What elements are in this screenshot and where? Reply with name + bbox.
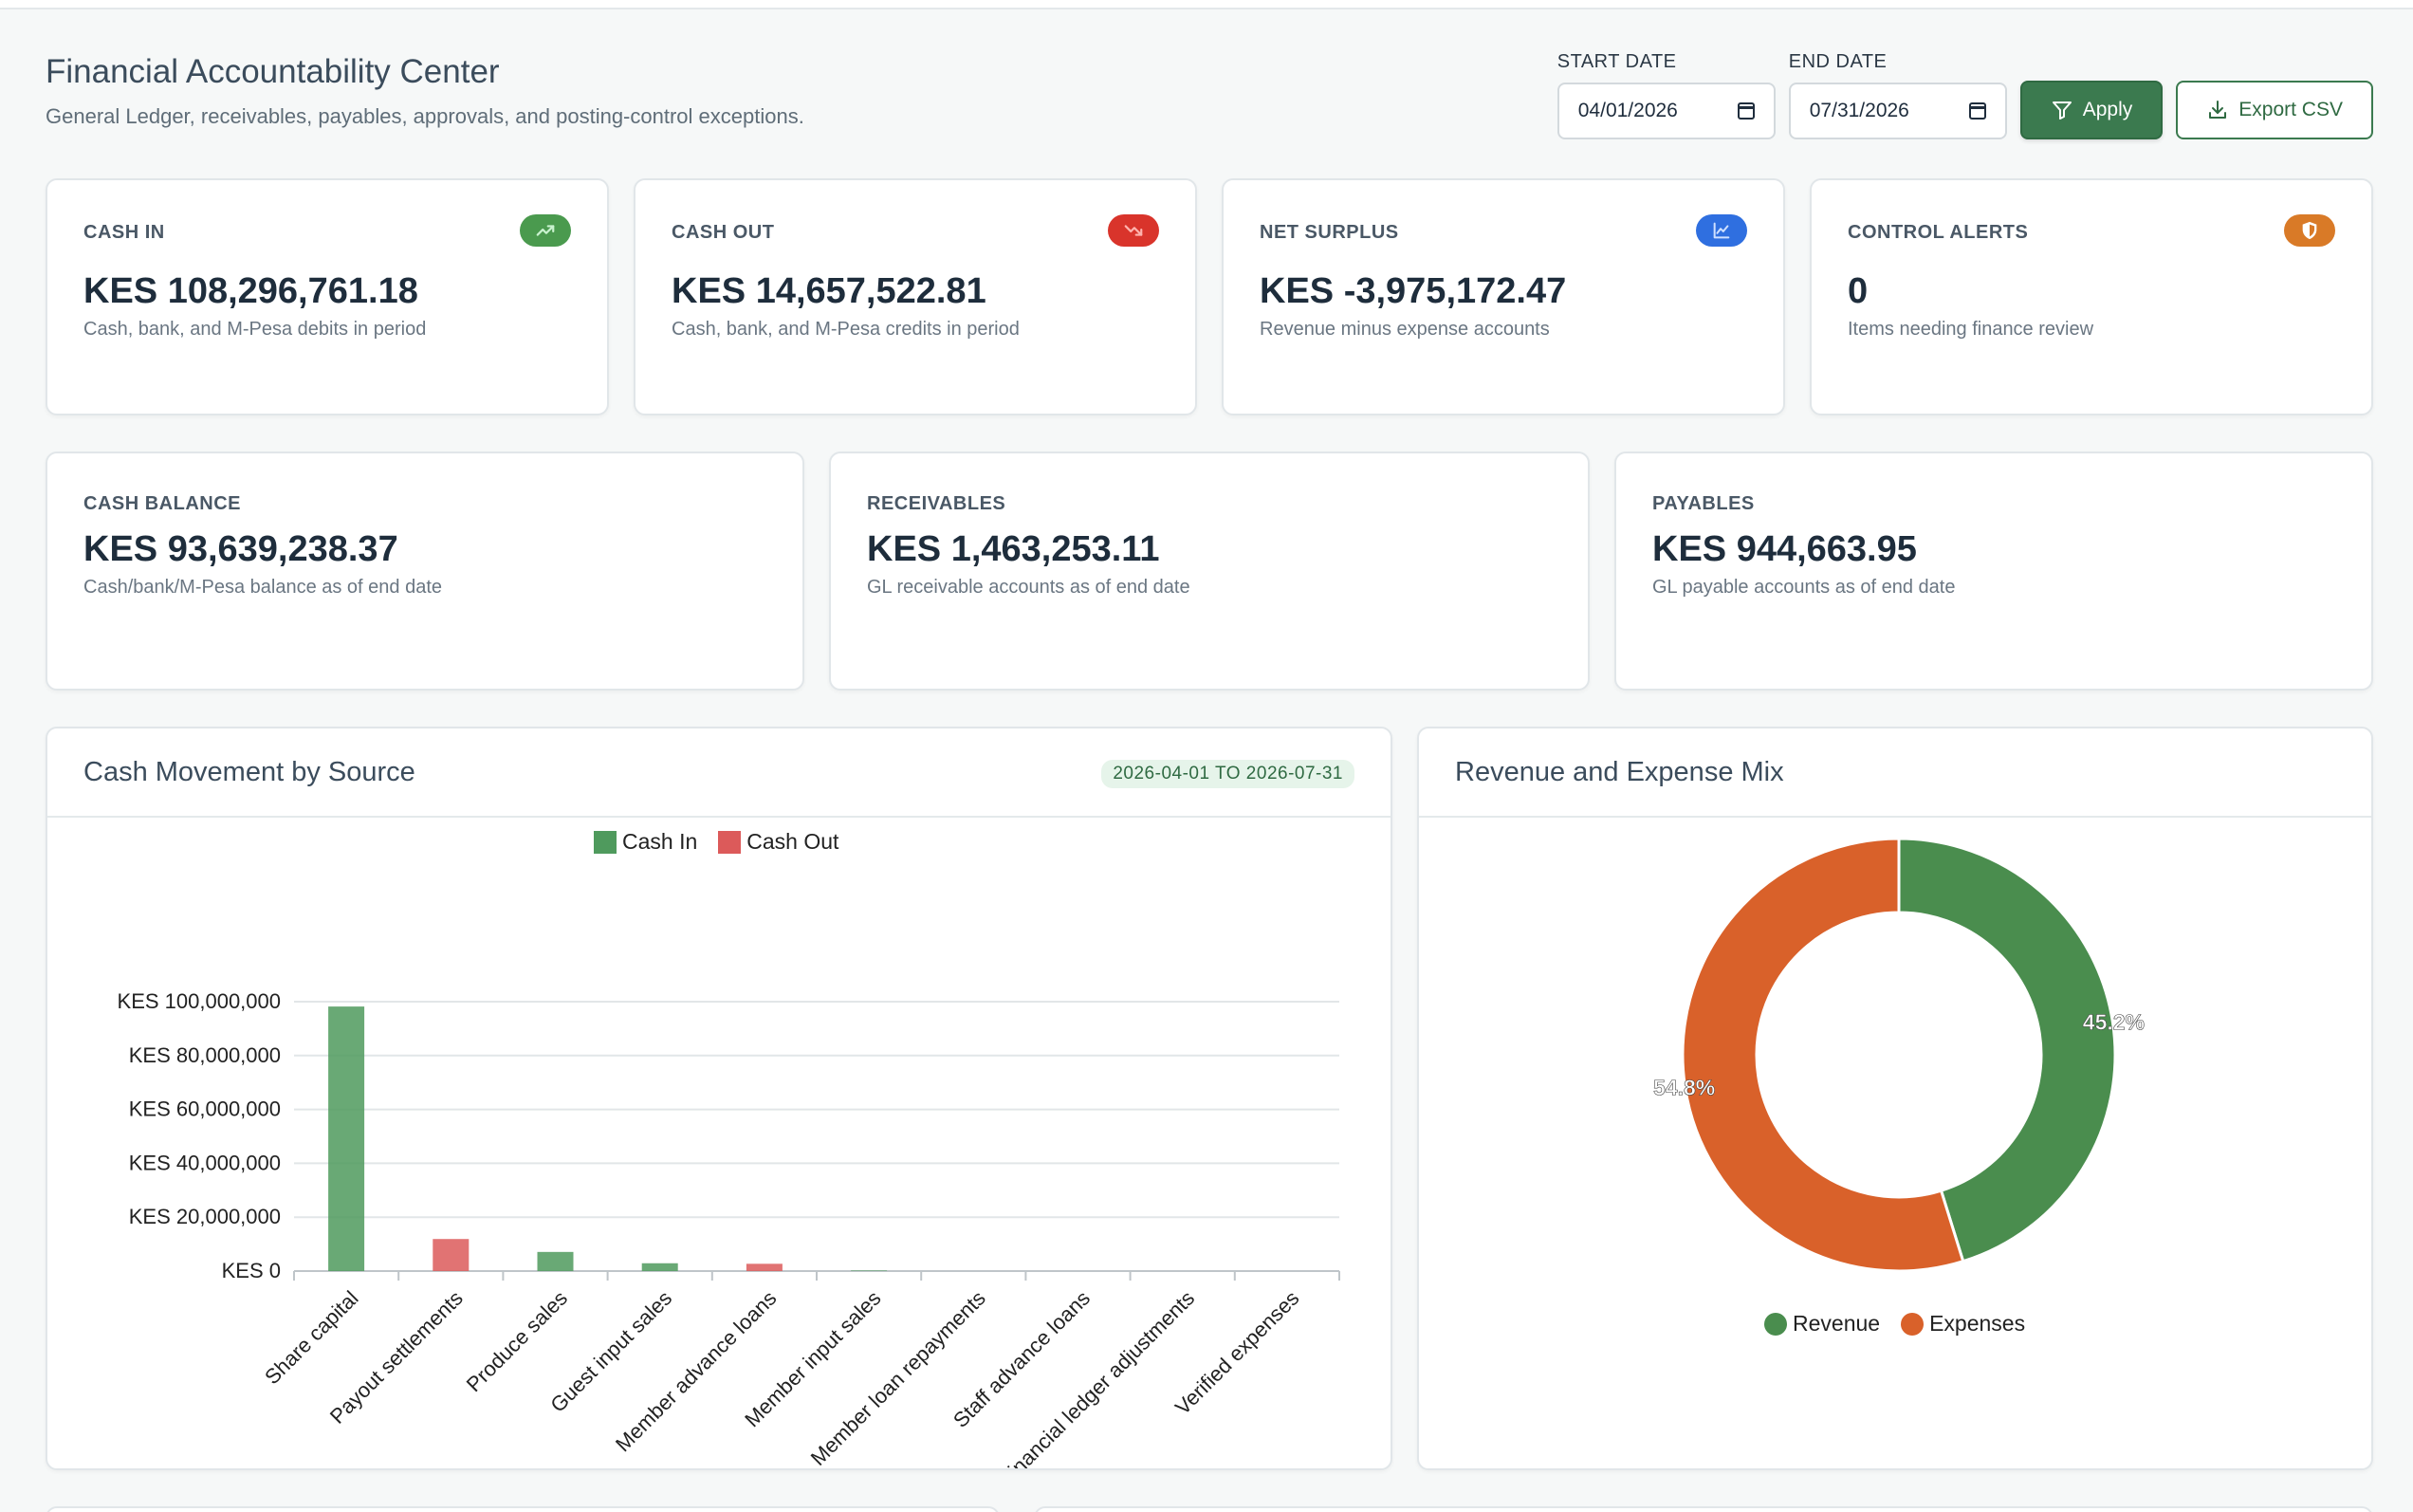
kpi-note: Cash, bank, and M-Pesa debits in period — [83, 319, 427, 340]
balance-card-receivables: RECEIVABLES KES 1,463,253.11 GL receivab… — [829, 452, 1590, 691]
panel-divider — [1419, 816, 2371, 818]
balance-note: GL receivable accounts as of end date — [867, 577, 1190, 598]
legend-swatch — [594, 830, 617, 854]
y-tick-label: KES 80,000,000 — [129, 1043, 281, 1067]
kpi-value: KES 14,657,522.81 — [672, 271, 986, 311]
next-card-edge — [1034, 1506, 2373, 1512]
legend-label: Cash In — [622, 829, 698, 854]
bar-cash-in[interactable] — [328, 1006, 365, 1271]
panel-divider — [47, 816, 1391, 818]
kpi-note: Cash, bank, and M-Pesa credits in period — [672, 319, 1020, 340]
revenue-expense-donut-chart: 45.2% 54.8% — [1653, 837, 2145, 1273]
page-title: Financial Accountability Center — [46, 53, 500, 90]
end-date-field: END DATE 07/31/2026 — [1788, 51, 2007, 139]
legend-label: Revenue — [1793, 1311, 1881, 1336]
shield-icon — [2284, 214, 2335, 247]
legend-item-cash-in[interactable]: Cash In — [594, 829, 697, 855]
top-bar-edge — [0, 0, 2413, 9]
bar-cash-in[interactable] — [641, 1263, 678, 1271]
start-date-field: START DATE 04/01/2026 — [1556, 51, 1776, 139]
cash-movement-panel: Cash Movement by Source 2026-04-01 TO 20… — [46, 727, 1392, 1470]
legend-item-cash-out[interactable]: Cash Out — [718, 829, 838, 855]
slice-percent-label: 54.8% — [1653, 1075, 1715, 1099]
cash-movement-bar-chart: KES 0 KES 20,000,000 KES 40,000,000 KES 60,… — [118, 989, 1340, 1468]
bar-cash-out[interactable] — [433, 1239, 470, 1271]
x-tick-label: Member loan repayments — [806, 1286, 990, 1468]
legend-swatch — [718, 830, 742, 854]
balance-note: Cash/bank/M-Pesa balance as of end date — [83, 577, 443, 598]
kpi-note: Items needing finance review — [1848, 319, 2094, 340]
legend-item-revenue[interactable]: Revenue — [1764, 1311, 1880, 1337]
kpi-value: KES 108,296,761.18 — [83, 271, 418, 311]
calendar-icon[interactable] — [1968, 102, 1986, 120]
end-date-input[interactable]: 07/31/2026 — [1788, 83, 2007, 139]
date-range-badge: 2026-04-01 TO 2026-07-31 — [1101, 760, 1354, 788]
kpi-label: NET SURPLUS — [1260, 222, 1399, 243]
y-tick-label: KES 60,000,000 — [129, 1097, 281, 1121]
end-date-value: 07/31/2026 — [1809, 100, 1909, 121]
kpi-label: CONTROL ALERTS — [1848, 222, 2029, 243]
kpi-card-control-alerts: CONTROL ALERTS 0 Items needing finance r… — [1810, 178, 2373, 415]
start-date-input[interactable]: 04/01/2026 — [1556, 83, 1776, 139]
start-date-value: 04/01/2026 — [1577, 100, 1678, 121]
page-header: Financial Accountability Center General … — [46, 53, 804, 129]
balance-label: PAYABLES — [1652, 493, 1755, 514]
download-icon — [2209, 101, 2227, 119]
kpi-card-net-surplus: NET SURPLUS KES -3,975,172.47 Revenue mi… — [1222, 178, 1785, 415]
kpi-note: Revenue minus expense accounts — [1260, 319, 1550, 340]
balance-value: KES 944,663.95 — [1652, 529, 1917, 569]
x-tick-label: Produce sales — [462, 1286, 572, 1396]
legend-label: Expenses — [1929, 1311, 2026, 1336]
y-tick-label: KES 100,000,000 — [118, 989, 281, 1013]
page-subtitle: General Ledger, receivables, payables, a… — [46, 104, 804, 128]
kpi-label: CASH IN — [83, 222, 165, 243]
revenue-expense-mix-panel: Revenue and Expense Mix 45.2% 54.8% Reven… — [1417, 727, 2373, 1470]
line-chart-icon — [1696, 214, 1747, 247]
balance-value: KES 1,463,253.11 — [867, 529, 1160, 569]
balance-card-cash: CASH BALANCE KES 93,639,238.37 Cash/bank… — [46, 452, 804, 691]
apply-button-label: Apply — [2082, 99, 2133, 120]
donut-slice-revenue[interactable] — [1897, 837, 2117, 1263]
kpi-card-cash-in: CASH IN KES 108,296,761.18 Cash, bank, a… — [46, 178, 609, 415]
legend-item-expenses[interactable]: Expenses — [1901, 1311, 2025, 1337]
slice-percent-label: 45.2% — [2083, 1010, 2145, 1035]
bar-cash-in[interactable] — [851, 1270, 888, 1271]
panel-title: Revenue and Expense Mix — [1455, 757, 1784, 787]
bar-chart-legend: Cash In Cash Out — [594, 829, 838, 855]
legend-swatch — [1764, 1312, 1787, 1336]
kpi-value: 0 — [1848, 271, 1869, 311]
y-tick-label: KES 20,000,000 — [129, 1205, 281, 1228]
balance-value: KES 93,639,238.37 — [83, 529, 398, 569]
end-date-label: END DATE — [1788, 51, 1888, 72]
kpi-label: CASH OUT — [672, 222, 775, 243]
legend-swatch — [1901, 1312, 1925, 1336]
start-date-label: START DATE — [1556, 51, 1677, 72]
donut-slice-expenses[interactable] — [1681, 837, 1965, 1273]
legend-label: Cash Out — [746, 829, 839, 854]
balance-note: GL payable accounts as of end date — [1652, 577, 1956, 598]
kpi-value: KES -3,975,172.47 — [1260, 271, 1567, 311]
export-csv-button[interactable]: Export CSV — [2176, 81, 2373, 139]
x-tick-label: Financial ledger adjustments — [995, 1286, 1200, 1468]
y-tick-label: KES 0 — [222, 1259, 281, 1282]
kpi-card-cash-out: CASH OUT KES 14,657,522.81 Cash, bank, a… — [634, 178, 1197, 415]
balance-label: RECEIVABLES — [867, 493, 1006, 514]
calendar-icon[interactable] — [1737, 102, 1755, 120]
trend-up-icon — [520, 214, 571, 247]
balance-card-payables: PAYABLES KES 944,663.95 GL payable accou… — [1614, 452, 2373, 691]
filter-bar: START DATE 04/01/2026 END DATE 07/31/202… — [1556, 51, 2373, 139]
y-tick-label: KES 40,000,000 — [129, 1151, 281, 1174]
bar-cash-in[interactable] — [537, 1251, 574, 1271]
bar-cash-out[interactable] — [746, 1263, 783, 1271]
trend-down-icon — [1108, 214, 1159, 247]
apply-button[interactable]: Apply — [2019, 81, 2164, 139]
filter-icon — [2052, 101, 2072, 120]
next-card-edge — [46, 1506, 1000, 1512]
balance-label: CASH BALANCE — [83, 493, 241, 514]
x-tick-label: Share capital — [260, 1286, 362, 1389]
export-csv-label: Export CSV — [2238, 99, 2343, 120]
donut-chart-legend: Revenue Expenses — [1764, 1311, 2025, 1337]
panel-title: Cash Movement by Source — [83, 757, 415, 787]
